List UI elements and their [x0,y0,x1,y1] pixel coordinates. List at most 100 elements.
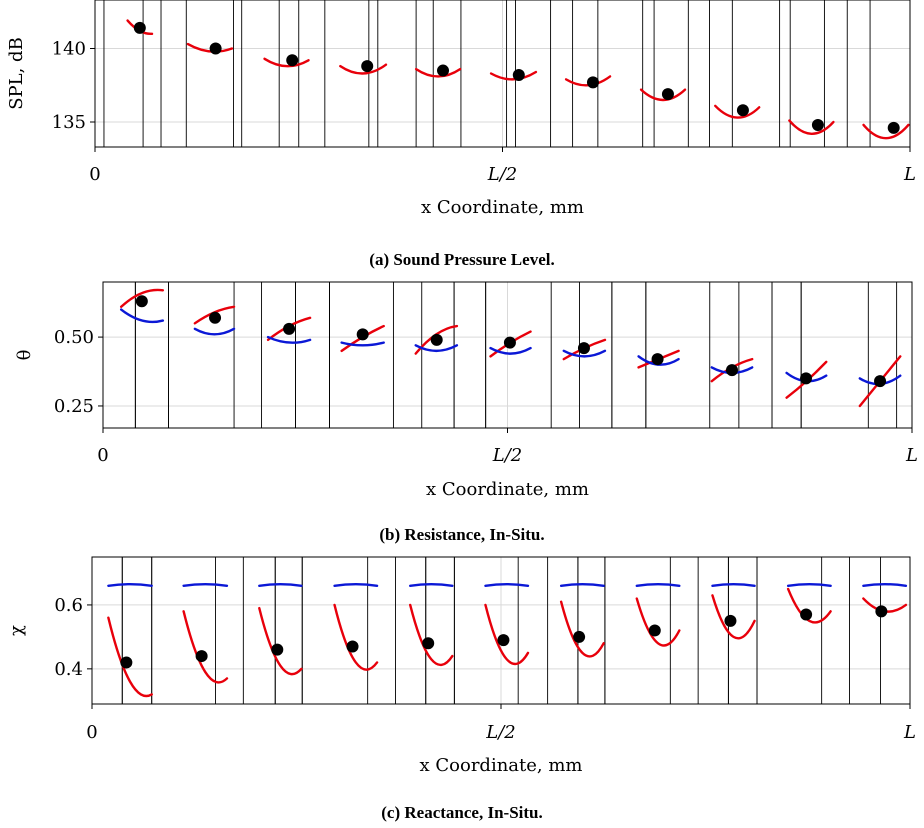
y-tick-label: 135 [52,112,86,133]
blue-model-curve [120,308,165,324]
segment-boundary [395,557,427,704]
red-model-curve [107,616,153,698]
segment-boundary [92,557,123,704]
measured-point [800,372,813,385]
measured-point [286,54,299,67]
cavity-boundary [771,282,802,428]
red-model-curve [409,603,454,667]
cavity-boundary [577,557,606,704]
red-model-curve [635,597,681,647]
red-model-curve [788,119,835,135]
segment-boundary [823,0,871,147]
measured-point [887,121,900,134]
measured-point [135,295,148,308]
red-model-curve [258,606,303,676]
measured-point [430,333,443,346]
y-tick-label: 0.4 [54,659,83,680]
y-tick-label: 0.25 [54,396,94,417]
segment-boundary [849,557,882,704]
measured-point [195,650,208,663]
segment-boundary [185,0,234,147]
segment-boundary [731,0,781,147]
measured-point [875,605,888,618]
resistance-panel: 0.25 0.50 0 L/2 Lx Coordinate, mm θ (b) Resist… [14,281,918,544]
red-model-curve [484,603,530,666]
panel-caption: (a) Sound Pressure Level. [369,250,554,269]
blue-model-curve [635,582,681,587]
blue-model-curve [711,582,756,587]
cavity-boundary [274,557,303,704]
red-model-curve [862,123,910,140]
segment-boundary [278,0,326,147]
measured-point [283,322,296,335]
red-model-curve [120,288,165,308]
segment-boundary [453,557,519,704]
plot-area [95,0,910,147]
x-tick-label: L/2 [485,722,515,743]
blue-model-curve [266,335,312,344]
segment-boundary [738,282,773,428]
blue-model-curve [258,582,303,587]
x-tick-label: L/2 [487,164,517,185]
blue-model-curve [409,582,454,587]
y-tick-label: 0.6 [54,595,83,616]
red-model-curve [489,70,538,81]
segment-boundary [103,282,136,428]
red-model-curve [711,594,756,640]
segment-boundary [242,557,276,704]
x-tick-label: L [905,445,918,466]
cavity-boundary [121,557,153,704]
y-tick-label: 0.50 [54,327,94,348]
x-tick-label: L/2 [492,445,522,466]
measured-point [648,624,661,637]
measured-point [497,634,510,647]
measured-point [800,608,813,621]
measured-point [422,637,435,650]
plot-area [92,557,910,704]
red-model-curve [263,57,310,68]
measured-point [503,336,516,349]
blue-model-curve [786,582,832,587]
red-model-curve [333,603,379,671]
measured-point [209,311,222,324]
reactance-panel: 0.4 0.6 0 L/2 Lx Coordinate, mm χ (c) Reactanc… [6,556,916,822]
measured-point [512,68,525,81]
segment-boundary [896,282,912,428]
segment-boundary [642,0,689,147]
blue-model-curve [333,582,379,587]
segment-boundary [168,282,235,428]
segment-boundary [421,282,455,428]
red-model-curve [639,88,687,102]
segment-boundary [550,0,599,147]
cavity-boundary [789,0,848,147]
blue-model-curve [107,582,153,587]
segment-boundary [95,0,144,147]
measured-point [586,76,599,89]
cavity-boundary [653,0,710,147]
measured-point [271,643,284,656]
y-tick-label: 140 [52,39,86,60]
x-axis-label: x Coordinate, mm [426,479,589,500]
panel-caption: (b) Resistance, In-Situ. [379,525,544,544]
x-tick-label: L [903,164,916,185]
blue-model-curve [182,582,229,587]
red-model-curve [786,587,832,624]
cavity-boundary [377,0,434,147]
blue-model-curve [484,582,530,587]
cavity-boundary [295,282,330,428]
measured-point [651,353,664,366]
panel-caption: (c) Reactance, In-Situ. [381,803,542,822]
red-model-curve [559,600,605,658]
segment-boundary [368,0,417,147]
blue-model-curve [414,344,459,353]
spl-panel: 135 140 0 L/2 Lx Coordinate, mm SPL, dB (a) So… [6,0,916,269]
y-axis-label: θ [14,350,35,361]
measured-point [724,614,737,627]
x-axis-label: x Coordinate, mm [420,755,583,776]
y-axis-label: SPL, dB [6,37,27,110]
red-model-curve [339,63,388,75]
measured-point [361,60,374,73]
cavity-boundary [727,557,758,704]
red-model-curve [186,42,234,53]
